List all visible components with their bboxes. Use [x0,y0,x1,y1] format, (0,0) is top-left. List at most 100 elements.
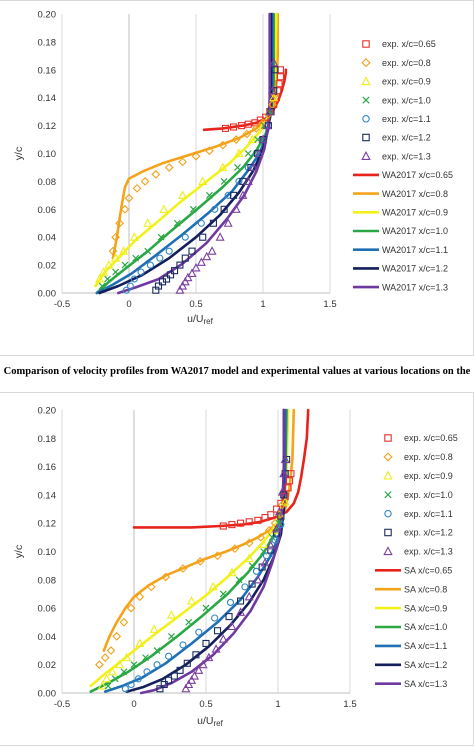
data-point [111,253,121,262]
legend-label: exp. x/c=1.2 [404,528,453,538]
data-point [166,271,175,279]
data-point [165,676,173,684]
y-tick-label: 0.06 [38,604,57,615]
legend-marker [361,151,371,160]
data-point [219,522,227,530]
data-point [121,685,129,693]
data-point [95,660,104,670]
data-point [209,219,217,227]
legend-label: SA x/c=1.0 [404,622,447,632]
legend-label: exp. x/c=0.65 [382,39,436,49]
data-point [154,282,163,290]
data-point [238,122,246,130]
y-tick-label: 0.04 [38,632,57,643]
data-point [271,66,279,74]
data-point [181,683,191,693]
x-tick-label: 1 [260,299,265,310]
data-point [275,80,283,88]
legend-label: SA x/c=1.1 [404,641,447,651]
legend-marker [384,434,392,442]
data-point [122,652,132,662]
data-point [277,521,285,529]
data-point [102,673,112,683]
data-point [153,661,161,669]
y-tick-label: 0.02 [38,660,57,671]
data-point [104,260,114,269]
data-point [127,680,135,689]
data-point [156,685,164,693]
data-point [254,148,264,158]
y-tick-label: 0.00 [38,289,57,300]
data-point [171,267,179,275]
data-point [192,651,200,659]
y-tick-label: 0.00 [38,689,57,700]
data-point [130,275,138,283]
series-markers-2 [95,92,279,283]
legend-label: exp. x/c=0.9 [382,77,431,87]
data-point [218,140,228,150]
data-point [277,512,285,520]
data-point [202,639,210,648]
y-tick-label: 0.02 [38,261,57,272]
y-tick-label: 0.14 [38,93,57,104]
y-axis-label: y/c [13,545,25,558]
data-point [247,134,257,144]
data-point [191,262,201,272]
data-point [144,247,152,255]
data-point [166,610,176,619]
data-point [104,275,111,283]
legend-label: SA x/c=1.3 [404,679,447,689]
legend-marker [361,76,371,86]
data-point [252,567,260,575]
legend-label: exp. x/c=0.65 [404,433,458,443]
data-point [248,580,256,588]
data-point [285,477,294,485]
data-point [254,516,262,524]
legend-marker [362,40,370,48]
x-tick-label: 1.5 [343,699,356,710]
data-point [249,162,259,171]
y-tick-label: 0.20 [38,406,57,417]
data-point [269,57,279,67]
data-point [258,134,268,144]
series-markers-3 [104,519,283,690]
y-tick-label: 0.16 [38,65,57,76]
data-point [161,572,171,582]
data-point [100,653,110,663]
data-point [213,551,222,561]
data-point [208,581,218,591]
figure-caption: Comparison of velocity profiles from WA2… [3,366,471,377]
data-point [220,177,228,185]
legend-label: SA x/c=0.65 [404,566,452,576]
legend-marker [384,528,392,537]
data-point [236,607,246,616]
data-point [218,162,228,171]
x-axis-label: u/Uref [197,715,223,728]
data-point [112,268,120,276]
data-point [225,613,233,621]
data-point [165,652,173,660]
data-point [134,675,142,683]
data-point [267,546,275,554]
legend-marker [383,546,393,556]
data-point [129,232,139,241]
data-point [121,261,129,269]
data-point [262,552,271,560]
data-point [173,219,181,227]
data-point [243,176,253,185]
series-markers-4 [121,521,285,693]
data-point [188,247,196,255]
legend-label: exp. x/c=1.0 [382,95,431,105]
data-point [229,191,238,199]
data-point [244,120,252,128]
legend-label: exp. x/c=1.2 [382,133,431,143]
data-point [130,661,138,669]
data-point [280,496,290,506]
data-point [259,539,269,548]
velocity-profile-chart-wa2017: -0.5 0 0.5 1 1.5 0.00 0.02 0.04 0.06 0.08 0.10 0.12… [13,10,453,327]
velocity-profile-chart-sa: -0.5 0 0.5 1 1.5 0.00 0.02 0.04 0.06 0.08 0.10 0.12… [13,406,458,729]
data-point [260,548,268,555]
data-point [126,282,134,290]
data-point [237,597,245,605]
data-point [231,135,241,144]
